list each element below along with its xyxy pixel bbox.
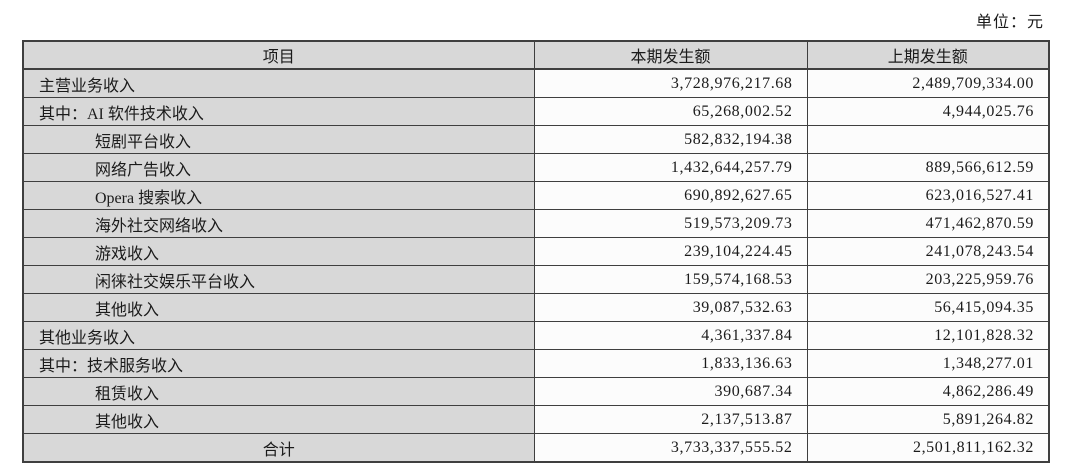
row-label-cell: Opera 搜索收入: [22, 181, 535, 210]
prior-amount-cell: 203,225,959.76: [806, 265, 1050, 294]
prior-amount-cell: 4,862,286.49: [806, 377, 1050, 406]
current-amount-cell: 519,573,209.73: [533, 209, 808, 238]
prior-amount-cell: [806, 125, 1050, 154]
header-prior-period-amount: 上期发生额: [806, 40, 1050, 70]
row-label-cell: 其中：技术服务收入: [22, 349, 535, 378]
header-item: 项目: [22, 40, 535, 70]
row-label-cell: 游戏收入: [22, 237, 535, 266]
current-amount-cell: 39,087,532.63: [533, 293, 808, 322]
table-row: 闲徕社交娱乐平台收入 159,574,168.53 203,225,959.76: [22, 265, 1050, 294]
prior-amount-cell: 5,891,264.82: [806, 405, 1050, 434]
prior-amount-cell: 12,101,828.32: [806, 321, 1050, 350]
prior-amount-cell: 2,489,709,334.00: [806, 68, 1050, 98]
current-amount-cell: 4,361,337.84: [533, 321, 808, 350]
row-label-cell: 短剧平台收入: [22, 125, 535, 154]
header-current-period-amount: 本期发生额: [533, 40, 808, 70]
table-row: 主营业务收入 3,728,976,217.68 2,489,709,334.00: [22, 68, 1050, 98]
prior-amount-cell: 4,944,025.76: [806, 97, 1050, 126]
row-label-cell: 其中：AI 软件技术收入: [22, 97, 535, 126]
current-amount-cell: 159,574,168.53: [533, 265, 808, 294]
row-label-cell: 其他收入: [22, 405, 535, 434]
current-amount-cell: 3,728,976,217.68: [533, 68, 808, 98]
income-breakdown-table: 项目 本期发生额 上期发生额 主营业务收入 3,728,976,217.68 2,4…: [22, 40, 1050, 463]
row-label-cell: 海外社交网络收入: [22, 209, 535, 238]
current-amount-cell: 690,892,627.65: [533, 181, 808, 210]
table-row: 合计 3,733,337,555.52 2,501,811,162.32: [22, 433, 1050, 463]
current-amount-cell: 1,833,136.63: [533, 349, 808, 378]
current-amount-cell: 3,733,337,555.52: [533, 433, 808, 463]
prior-amount-cell: 1,348,277.01: [806, 349, 1050, 378]
table-row: 网络广告收入 1,432,644,257.79 889,566,612.59: [22, 153, 1050, 182]
current-amount-cell: 1,432,644,257.79: [533, 153, 808, 182]
prior-amount-cell: 889,566,612.59: [806, 153, 1050, 182]
table-row: 其他收入 2,137,513.87 5,891,264.82: [22, 405, 1050, 434]
table-row: 海外社交网络收入 519,573,209.73 471,462,870.59: [22, 209, 1050, 238]
row-label-cell: 主营业务收入: [22, 68, 535, 98]
prior-amount-cell: 471,462,870.59: [806, 209, 1050, 238]
current-amount-cell: 582,832,194.38: [533, 125, 808, 154]
table-row: 其他收入 39,087,532.63 56,415,094.35: [22, 293, 1050, 322]
row-label-cell: 合计: [22, 433, 535, 463]
current-amount-cell: 390,687.34: [533, 377, 808, 406]
row-label-cell: 租赁收入: [22, 377, 535, 406]
table-body: 主营业务收入 3,728,976,217.68 2,489,709,334.00 其中…: [22, 68, 1050, 463]
current-amount-cell: 2,137,513.87: [533, 405, 808, 434]
row-label-cell: 网络广告收入: [22, 153, 535, 182]
current-amount-cell: 65,268,002.52: [533, 97, 808, 126]
table-row: 租赁收入 390,687.34 4,862,286.49: [22, 377, 1050, 406]
table-row: 其中：AI 软件技术收入 65,268,002.52 4,944,025.76: [22, 97, 1050, 126]
row-label-cell: 其他业务收入: [22, 321, 535, 350]
prior-amount-cell: 623,016,527.41: [806, 181, 1050, 210]
unit-label: 单位：元: [975, 14, 1044, 31]
header-row: 项目 本期发生额 上期发生额: [22, 40, 1050, 70]
table-row: 游戏收入 239,104,224.45 241,078,243.54: [22, 237, 1050, 266]
prior-amount-cell: 56,415,094.35: [806, 293, 1050, 322]
table-row: 短剧平台收入 582,832,194.38: [22, 125, 1050, 154]
table-row: 其他业务收入 4,361,337.84 12,101,828.32: [22, 321, 1050, 350]
table-row: 其中：技术服务收入 1,833,136.63 1,348,277.01: [22, 349, 1050, 378]
row-label-cell: 闲徕社交娱乐平台收入: [22, 265, 535, 294]
row-label-cell: 其他收入: [22, 293, 535, 322]
table-row: Opera 搜索收入 690,892,627.65 623,016,527.41: [22, 181, 1050, 210]
prior-amount-cell: 2,501,811,162.32: [806, 433, 1050, 463]
prior-amount-cell: 241,078,243.54: [806, 237, 1050, 266]
current-amount-cell: 239,104,224.45: [533, 237, 808, 266]
